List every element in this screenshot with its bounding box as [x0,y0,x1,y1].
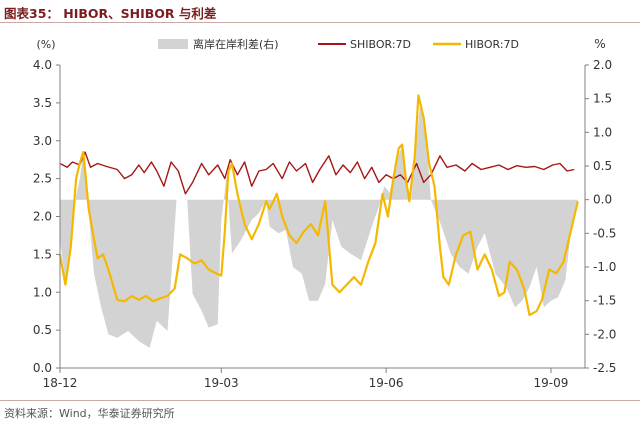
chart: 0.0 0.5 1.0 1.5 2.0 2.5 3.0 3.5 4.0 (%) 2.0 1.5 1.0 0… [33,37,617,390]
x-tick-label: 19-03 [204,376,239,390]
x-tick-label: 18-12 [43,376,78,390]
series-area-spread [60,102,578,348]
left-tick-label: 3.0 [33,134,52,148]
right-axis-unit: % [594,37,605,51]
right-tick-label: 1.0 [593,125,612,139]
legend-label-hibor: HIBOR:7D [465,38,519,51]
legend-label-shibor: SHIBOR:7D [350,38,411,51]
legend: 离岸在岸利差(右) SHIBOR:7D HIBOR:7D [158,37,519,51]
right-tick-label: -1.5 [593,294,616,308]
left-tick-label: 1.0 [33,285,52,299]
source-note: 资料来源：Wind，华泰证券研究所 [4,407,175,420]
right-tick-label: -0.5 [593,226,616,240]
left-tick-label: 2.0 [33,210,52,224]
axes: 0.0 0.5 1.0 1.5 2.0 2.5 3.0 3.5 4.0 (%) 2.0 1.5 1.0 0… [33,37,617,390]
right-tick-label: 2.0 [593,58,612,72]
right-tick-label: 0.5 [593,159,612,173]
left-tick-label: 0.5 [33,323,52,337]
series-line-hibor [58,94,579,317]
left-tick-label: 2.5 [33,172,52,186]
title-bar: 图表35： HIBOR、SHIBOR 与利差 [0,0,640,23]
left-tick-label: 3.5 [33,96,52,110]
right-tick-label: -2.5 [593,361,616,375]
figure-title: 图表35： HIBOR、SHIBOR 与利差 [4,6,217,21]
series-line-shibor [59,151,575,195]
footer-divider [0,400,640,401]
left-tick-label: 0.0 [33,361,52,375]
x-tick-label: 19-06 [369,376,404,390]
right-tick-label: -2.0 [593,327,616,341]
x-tick-label: 19-09 [534,376,569,390]
left-tick-label: 1.5 [33,247,52,261]
right-tick-label: 0.0 [593,193,612,207]
plot-area [58,94,579,348]
left-tick-label: 4.0 [33,58,52,72]
legend-swatch-spread [158,39,188,49]
legend-label-spread: 离岸在岸利差(右) [193,37,279,51]
right-tick-label: 1.5 [593,92,612,106]
right-tick-label: -1.0 [593,260,616,274]
left-axis-unit: (%) [36,38,55,51]
